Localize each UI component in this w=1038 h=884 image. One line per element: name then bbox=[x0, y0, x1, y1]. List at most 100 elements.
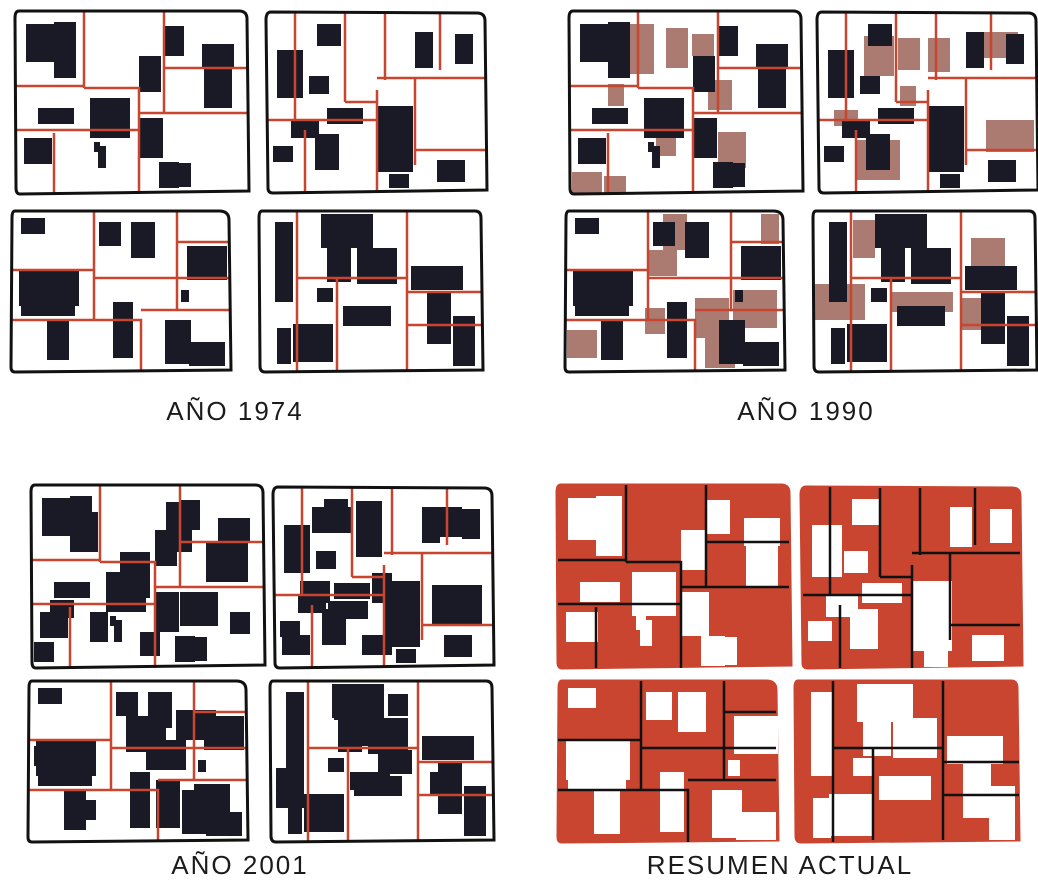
lot-line bbox=[100, 560, 157, 668]
building bbox=[276, 768, 304, 808]
building bbox=[868, 24, 892, 46]
building bbox=[99, 222, 121, 246]
building bbox=[181, 290, 189, 302]
building bbox=[328, 601, 368, 619]
building bbox=[321, 214, 373, 248]
building bbox=[356, 501, 382, 557]
lot-line bbox=[111, 788, 160, 842]
building bbox=[693, 118, 717, 158]
building bbox=[920, 629, 948, 647]
building bbox=[284, 525, 310, 573]
building bbox=[42, 498, 70, 536]
building bbox=[427, 292, 451, 344]
block-1 bbox=[555, 483, 793, 670]
new-building bbox=[761, 214, 779, 244]
block-4 bbox=[268, 679, 496, 844]
building bbox=[893, 718, 937, 758]
building bbox=[924, 649, 948, 667]
building bbox=[26, 24, 54, 62]
building bbox=[230, 612, 250, 634]
building bbox=[165, 320, 191, 364]
building bbox=[54, 22, 76, 78]
building bbox=[164, 26, 184, 56]
building bbox=[327, 108, 363, 124]
building bbox=[422, 507, 462, 537]
building bbox=[415, 32, 433, 68]
building bbox=[592, 108, 628, 124]
building bbox=[580, 582, 620, 602]
new-building bbox=[628, 24, 654, 74]
building bbox=[863, 718, 891, 756]
building bbox=[713, 162, 733, 188]
lot-line bbox=[641, 788, 690, 842]
building bbox=[146, 740, 186, 770]
building bbox=[632, 572, 676, 616]
building bbox=[667, 302, 687, 358]
building bbox=[130, 772, 150, 828]
lot-line bbox=[94, 318, 143, 372]
building bbox=[594, 790, 620, 834]
building bbox=[378, 750, 412, 774]
building bbox=[432, 585, 482, 625]
building bbox=[831, 328, 845, 364]
building bbox=[875, 214, 927, 248]
block-outline bbox=[29, 483, 267, 670]
building bbox=[990, 509, 1012, 543]
building bbox=[198, 760, 206, 772]
block-1 bbox=[13, 9, 251, 196]
building bbox=[334, 583, 370, 599]
block-2 bbox=[815, 10, 1038, 195]
building bbox=[202, 44, 234, 68]
building bbox=[746, 542, 778, 586]
block-outline bbox=[815, 10, 1038, 195]
building bbox=[114, 620, 122, 642]
building bbox=[280, 621, 300, 637]
building bbox=[596, 496, 622, 556]
building bbox=[678, 692, 706, 732]
building bbox=[139, 118, 163, 158]
building bbox=[857, 684, 913, 722]
building bbox=[140, 632, 160, 656]
building bbox=[718, 26, 738, 56]
panel-1974 bbox=[9, 9, 489, 374]
block-2 bbox=[271, 485, 496, 670]
building bbox=[648, 142, 654, 152]
lot-line bbox=[84, 86, 141, 194]
building bbox=[568, 764, 626, 790]
building bbox=[94, 142, 100, 152]
building bbox=[34, 746, 74, 766]
building bbox=[575, 218, 599, 234]
building bbox=[852, 499, 880, 525]
building bbox=[881, 248, 905, 282]
building bbox=[644, 98, 684, 138]
building bbox=[736, 812, 776, 840]
building bbox=[24, 138, 52, 164]
building bbox=[334, 692, 372, 720]
building bbox=[316, 551, 336, 569]
building bbox=[568, 688, 596, 708]
caption-2001: AÑO 2001 bbox=[171, 850, 309, 880]
building bbox=[159, 162, 179, 188]
block-3 bbox=[556, 679, 780, 844]
building bbox=[317, 24, 341, 46]
block-outline bbox=[9, 209, 233, 374]
building bbox=[808, 621, 832, 641]
new-building bbox=[647, 250, 677, 276]
lot-line bbox=[638, 86, 695, 194]
building bbox=[965, 266, 1017, 290]
block-4 bbox=[793, 679, 1021, 844]
building bbox=[681, 530, 707, 570]
building bbox=[733, 163, 745, 187]
building bbox=[878, 108, 914, 124]
new-building bbox=[986, 120, 1034, 152]
block-3 bbox=[563, 209, 787, 374]
building bbox=[90, 98, 130, 138]
building bbox=[608, 22, 630, 78]
building bbox=[940, 174, 960, 188]
panel-2001 bbox=[26, 483, 496, 844]
building bbox=[180, 592, 218, 626]
building bbox=[756, 44, 788, 68]
new-building bbox=[692, 34, 714, 56]
building bbox=[286, 692, 304, 772]
